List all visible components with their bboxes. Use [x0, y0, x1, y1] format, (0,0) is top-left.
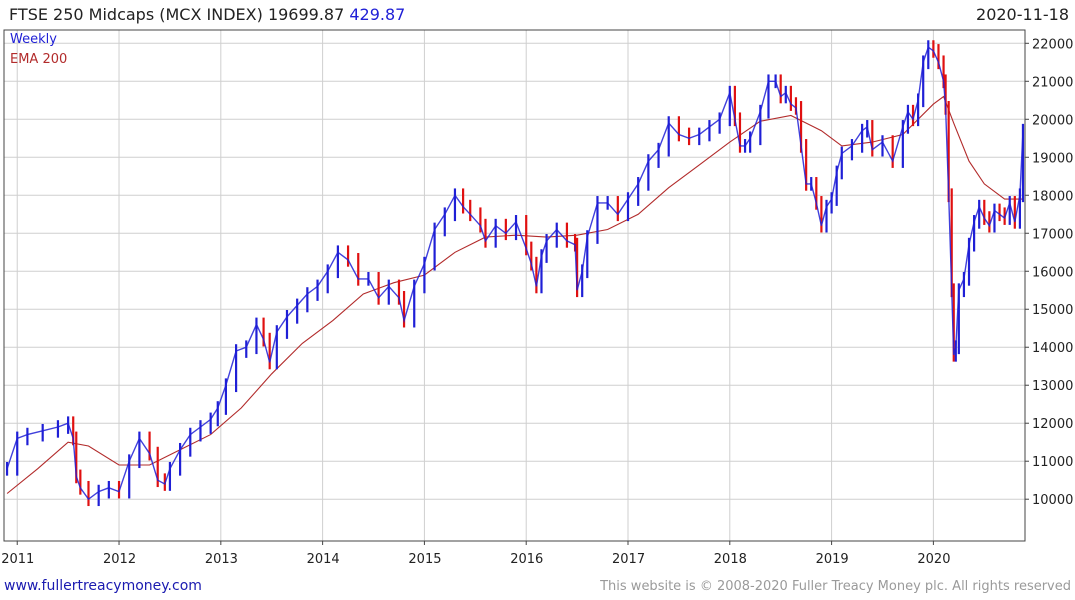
x-tick-label: 2017 — [612, 552, 645, 567]
plot-frame — [3, 29, 1026, 542]
price-change: 429.87 — [349, 5, 406, 24]
y-tick-label: 21000 — [1032, 75, 1073, 90]
y-tick-label: 16000 — [1032, 265, 1073, 280]
y-tick-label: 22000 — [1032, 37, 1073, 52]
y-tick-label: 15000 — [1032, 303, 1073, 318]
y-tick-label: 17000 — [1032, 227, 1073, 242]
x-tick-label: 2014 — [307, 552, 340, 567]
x-tick-label: 2013 — [205, 552, 238, 567]
y-tick-label: 13000 — [1032, 379, 1073, 394]
y-tick-label: 20000 — [1032, 113, 1073, 128]
y-tick-label: 11000 — [1032, 455, 1073, 470]
legend-ema: EMA 200 — [10, 52, 68, 67]
x-tick-label: 2018 — [714, 552, 747, 567]
chart-axes: 10000 11000 12000 13000 14000 15000 16000 17000… — [1, 29, 1073, 567]
chart-date: 2020-11-18 — [976, 5, 1069, 24]
price-bars — [5, 40, 1025, 507]
last-value: 19699.87 — [267, 5, 345, 24]
legend-weekly: Weekly — [10, 32, 57, 47]
y-tick-label: 12000 — [1032, 417, 1073, 432]
chart-title: FTSE 250 Midcaps (MCX INDEX) — [9, 5, 263, 24]
x-tick-label: 2011 — [1, 552, 34, 567]
x-tick-label: 2015 — [408, 552, 441, 567]
x-tick-label: 2020 — [917, 552, 950, 567]
chart-header: FTSE 250 Midcaps (MCX INDEX) 19699.87 42… — [9, 5, 405, 24]
y-tick-label: 18000 — [1032, 189, 1073, 204]
x-tick-label: 2019 — [816, 552, 849, 567]
y-tick-label: 14000 — [1032, 341, 1073, 356]
x-tick-label: 2016 — [510, 552, 543, 567]
x-tick-label: 2012 — [103, 552, 136, 567]
copyright-notice: This website is © 2008-2020 Fuller Treac… — [600, 579, 1071, 594]
website-link[interactable]: www.fullertreacymoney.com — [4, 578, 202, 594]
y-tick-label: 19000 — [1032, 151, 1073, 166]
ema-layer — [6, 95, 1023, 494]
ema-200-line — [6, 95, 1023, 494]
y-tick-label: 10000 — [1032, 493, 1073, 508]
weekly-close-line — [6, 45, 1024, 501]
chart-grid — [4, 30, 1025, 541]
